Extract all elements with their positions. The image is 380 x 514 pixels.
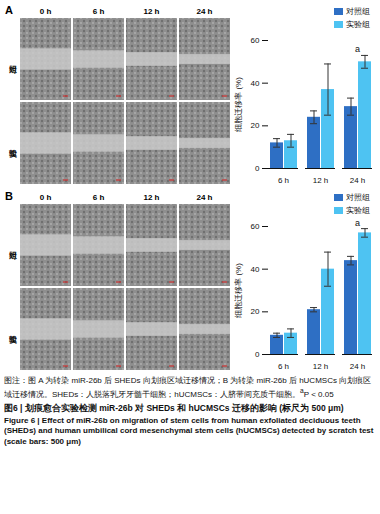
svg-text:24 h: 24 h	[196, 7, 212, 16]
svg-text:12 h: 12 h	[313, 362, 329, 370]
html-text:实验组: 实验组	[346, 20, 370, 29]
svg-text:细胞迁移率 (%): 细胞迁移率 (%)	[234, 263, 243, 318]
svg-text:0: 0	[255, 350, 260, 359]
svg-text:20: 20	[251, 307, 260, 316]
svg-text:A: A	[5, 4, 13, 16]
svg-text:a: a	[355, 218, 360, 228]
html-text:Figure 6 | Effect of miR-26b o: Figure 6 | Effect of miR-26b on migratio…	[4, 415, 374, 446]
svg-text:实验组: 实验组	[9, 335, 17, 345]
svg-text:12 h: 12 h	[313, 176, 329, 184]
svg-text:0 h: 0 h	[40, 193, 52, 202]
svg-text:12 h: 12 h	[143, 193, 159, 202]
svg-text:40: 40	[251, 265, 260, 274]
svg-text:实验组: 实验组	[9, 149, 17, 159]
svg-text:20: 20	[251, 121, 260, 130]
html-text:对照组: 对照组	[346, 193, 370, 202]
svg-text:60: 60	[251, 36, 260, 45]
svg-text:B: B	[5, 190, 13, 202]
svg-text:24 h: 24 h	[350, 176, 366, 184]
svg-text:6 h: 6 h	[93, 193, 105, 202]
svg-text:24 h: 24 h	[196, 193, 212, 202]
svg-text:40: 40	[251, 79, 260, 88]
svg-text:6 h: 6 h	[278, 176, 289, 184]
svg-text:细胞迁移率 (%): 细胞迁移率 (%)	[234, 77, 243, 132]
svg-text:6 h: 6 h	[278, 362, 289, 370]
svg-text:对照组: 对照组	[9, 65, 17, 75]
svg-text:12 h: 12 h	[143, 7, 159, 16]
svg-text:6 h: 6 h	[93, 7, 105, 16]
svg-text:24 h: 24 h	[350, 362, 366, 370]
svg-text:0 h: 0 h	[40, 7, 52, 16]
html-text:对照组: 对照组	[346, 7, 370, 16]
svg-text:a: a	[355, 44, 360, 54]
svg-text:0: 0	[255, 164, 260, 173]
svg-text:对照组: 对照组	[9, 251, 17, 261]
html-text:图注：图 A 为转染 miR-26b 后 SHEDs 向划痕: 图注：图 A 为转染 miR-26b 后 SHEDs 向划痕区域迁移情况；B 为…	[4, 376, 372, 399]
html-text:图6 | 划痕愈合实验检测 miR-26b 对 SHEDs: 图6 | 划痕愈合实验检测 miR-26b 对 SHEDs 和 hUCMSCs …	[4, 402, 344, 413]
html-text:实验组: 实验组	[346, 206, 370, 215]
svg-text:60: 60	[251, 222, 260, 231]
